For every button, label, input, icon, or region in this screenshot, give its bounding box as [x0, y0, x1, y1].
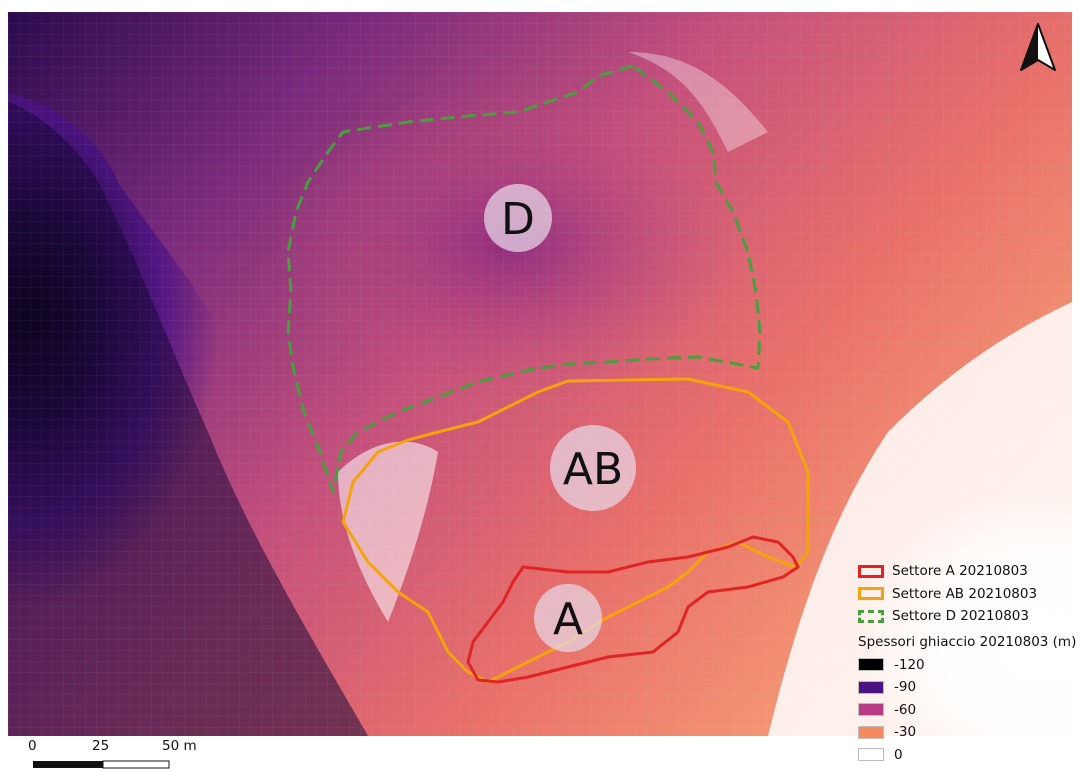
scale-bar: 0 25 50 m: [20, 736, 200, 771]
sector-a-outline: [466, 535, 800, 684]
scale-tick-label: 25: [92, 738, 110, 754]
svg-text:A: A: [553, 594, 583, 645]
legend-item: Settore AB 20210803: [858, 583, 1078, 606]
legend-item: Settore D 20210803: [858, 605, 1078, 628]
scale-bar-graphic: [33, 760, 170, 769]
legend-swatch-sector-ab: [858, 587, 884, 601]
sector-a-label: A: [534, 584, 602, 652]
legend-label: Settore D 20210803: [892, 608, 1029, 625]
ramp-swatch: [858, 748, 884, 762]
legend-label: Settore AB 20210803: [892, 585, 1038, 602]
sector-ab-label: AB: [550, 425, 636, 511]
map-canvas[interactable]: D AB A: [8, 12, 1072, 736]
sector-d-label: D: [484, 184, 552, 252]
legend-ramp-item: -90: [858, 676, 1078, 699]
ramp-swatch: [858, 658, 884, 672]
legend-swatch-sector-a: [858, 564, 884, 578]
legend-ramp-title: Spessori ghiaccio 20210803 (m): [858, 633, 1077, 650]
ramp-swatch: [858, 725, 884, 739]
sector-ab-outline: [341, 377, 810, 684]
legend-item: Settore A 20210803: [858, 560, 1078, 583]
scale-tick-label: 0: [28, 738, 37, 754]
ramp-value: -120: [894, 656, 925, 673]
svg-text:AB: AB: [563, 444, 623, 495]
north-arrow-icon: [1020, 23, 1056, 71]
ramp-value: -30: [894, 724, 917, 741]
sector-d-outline: [286, 64, 762, 494]
legend-label: Settore A 20210803: [892, 563, 1028, 580]
svg-text:D: D: [501, 194, 535, 245]
map-legend: Settore A 20210803 Settore AB 20210803 S…: [858, 560, 1078, 766]
ramp-swatch: [858, 680, 884, 694]
legend-ramp-item: 0: [858, 744, 1078, 767]
scale-tick-label: 50 m: [162, 738, 197, 754]
ramp-value: 0: [894, 746, 903, 763]
legend-ramp-item: -120: [858, 654, 1078, 677]
ramp-value: -90: [894, 679, 917, 696]
ramp-value: -60: [894, 701, 917, 718]
legend-swatch-sector-d: [858, 609, 884, 623]
ramp-swatch: [858, 703, 884, 717]
legend-ramp-item: -60: [858, 699, 1078, 722]
legend-ramp-item: -30: [858, 721, 1078, 744]
